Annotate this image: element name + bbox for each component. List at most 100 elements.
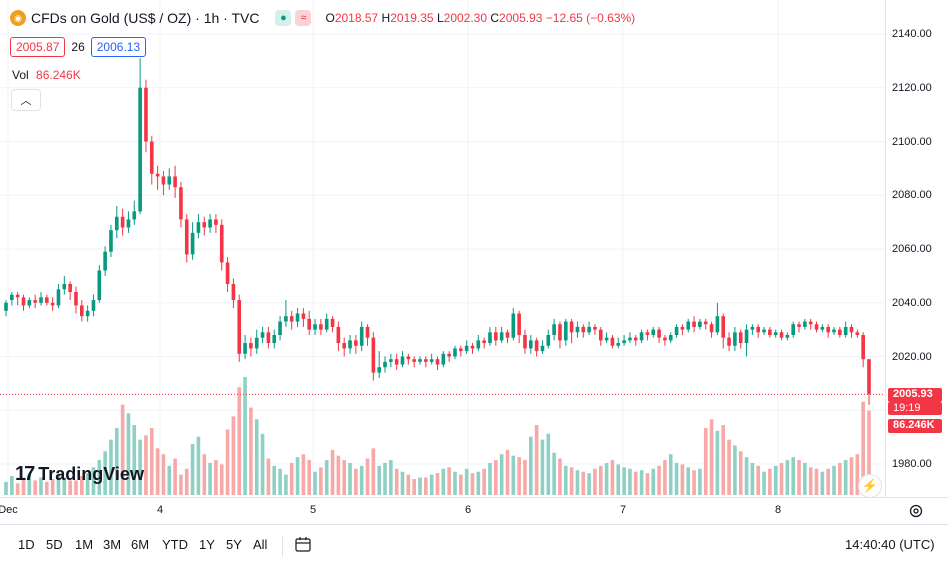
spread-value: 26 bbox=[71, 40, 85, 54]
volume-bar bbox=[406, 474, 411, 495]
candle-body bbox=[330, 318, 335, 327]
chevron-up-icon: ︿ bbox=[20, 95, 32, 107]
volume-bar bbox=[459, 474, 463, 495]
range-button-6m[interactable]: 6M bbox=[131, 537, 150, 552]
range-button-ytd[interactable]: YTD bbox=[162, 537, 188, 552]
volume-bar bbox=[581, 471, 586, 495]
volume-bar bbox=[494, 460, 498, 495]
open-label: O bbox=[325, 11, 335, 25]
volume-bar bbox=[348, 462, 352, 495]
high-value: 2019.35 bbox=[390, 11, 434, 25]
candle-body bbox=[406, 356, 411, 360]
calendar-range-icon[interactable] bbox=[294, 535, 312, 553]
volume-bar bbox=[62, 477, 67, 495]
candle-body bbox=[68, 283, 72, 292]
volume-bar bbox=[663, 460, 667, 495]
volume-bar bbox=[155, 448, 160, 495]
time-tick-label: 4 bbox=[156, 504, 164, 516]
sell-price-button[interactable]: 2005.87 bbox=[10, 37, 66, 57]
candle-body bbox=[179, 187, 183, 220]
lightning-icon[interactable]: ⚡ bbox=[858, 474, 882, 498]
candle-body bbox=[593, 326, 597, 330]
candle-body bbox=[803, 321, 807, 327]
buy-price-button[interactable]: 2006.13 bbox=[90, 37, 147, 57]
candle-body bbox=[10, 294, 14, 301]
candle-body bbox=[855, 332, 860, 335]
volume-bar bbox=[464, 468, 469, 495]
candle-body bbox=[214, 219, 218, 225]
volume-bar bbox=[260, 433, 265, 495]
volume-bar bbox=[727, 439, 731, 495]
chart-plot-area[interactable] bbox=[0, 0, 885, 497]
tradingview-logo[interactable]: 17 TradingView bbox=[15, 463, 144, 486]
volume-bar bbox=[167, 465, 172, 495]
volume-bar bbox=[289, 462, 294, 495]
candle-body bbox=[208, 219, 212, 228]
volume-bar bbox=[365, 458, 370, 495]
candle-body bbox=[598, 329, 603, 341]
volume-bar bbox=[773, 465, 778, 495]
candle-body bbox=[668, 335, 673, 341]
candle-body bbox=[103, 251, 107, 271]
volume-bar bbox=[814, 468, 819, 495]
volume-bar bbox=[738, 451, 743, 495]
time-axis[interactable]: Dec 4 5 6 7 8 bbox=[0, 497, 948, 524]
bottom-toolbar: 1D 5D 1M 3M 6M YTD 1Y 5Y All 14:40:40 (UTC) bbox=[0, 524, 948, 569]
candle-body bbox=[464, 345, 469, 352]
volume-bar bbox=[569, 467, 574, 495]
range-button-1m[interactable]: 1M bbox=[75, 537, 94, 552]
utc-clock[interactable]: 14:40:40 (UTC) bbox=[845, 537, 935, 552]
range-button-1d[interactable]: 1D bbox=[18, 537, 35, 552]
volume-bar bbox=[85, 473, 90, 495]
time-tick-label: 7 bbox=[619, 504, 627, 516]
candle-body bbox=[633, 337, 638, 341]
candle-body bbox=[132, 211, 137, 220]
candle-body bbox=[39, 297, 43, 303]
candle-body bbox=[657, 329, 661, 338]
candle-body bbox=[120, 216, 125, 228]
candle-body bbox=[190, 232, 195, 255]
candle-body bbox=[750, 326, 755, 330]
candle-body bbox=[202, 222, 207, 228]
volume-bar bbox=[768, 468, 772, 495]
volume-bar bbox=[103, 451, 107, 495]
range-button-1y[interactable]: 1Y bbox=[199, 537, 215, 552]
gear-icon[interactable] bbox=[908, 503, 924, 519]
range-button-5d[interactable]: 5D bbox=[46, 537, 63, 552]
candle-body bbox=[4, 302, 8, 311]
volume-bar bbox=[733, 445, 737, 495]
volume-bar bbox=[598, 465, 603, 495]
volume-bar bbox=[843, 460, 848, 495]
candle-body bbox=[604, 337, 609, 341]
candle-body bbox=[575, 326, 580, 333]
volume-bar bbox=[511, 455, 516, 495]
volume-bar bbox=[10, 476, 14, 495]
range-button-3m[interactable]: 3M bbox=[103, 537, 122, 552]
candle-body bbox=[155, 173, 160, 177]
candle-body bbox=[534, 340, 539, 352]
candle-body bbox=[738, 332, 743, 344]
volume-bar bbox=[750, 462, 755, 495]
range-button-all[interactable]: All bbox=[253, 537, 268, 552]
symbol-title[interactable]: CFDs on Gold (US$ / OZ) · 1h · TVC bbox=[31, 10, 260, 26]
volume-bar bbox=[447, 467, 451, 495]
range-button-5y[interactable]: 5Y bbox=[226, 537, 242, 552]
approx-icon: ≈ bbox=[295, 10, 312, 26]
volume-bar bbox=[616, 464, 621, 495]
candle-body bbox=[849, 326, 854, 333]
candle-body bbox=[768, 329, 772, 335]
volume-bar bbox=[219, 464, 224, 495]
candle-body bbox=[27, 300, 32, 306]
low-value: 2002.30 bbox=[443, 11, 488, 25]
candle-body bbox=[284, 316, 288, 322]
volume-bar bbox=[686, 467, 691, 495]
volume-bar bbox=[639, 470, 644, 495]
candle-body bbox=[832, 329, 836, 333]
change-value: −12.65 (−0.63%) bbox=[545, 11, 636, 25]
volume-bar bbox=[295, 457, 300, 495]
candle-body bbox=[546, 335, 551, 346]
candle-body bbox=[295, 313, 300, 322]
candle-body bbox=[74, 292, 78, 306]
collapse-legend-button[interactable]: ︿ bbox=[11, 89, 41, 111]
candle-body bbox=[307, 318, 312, 330]
